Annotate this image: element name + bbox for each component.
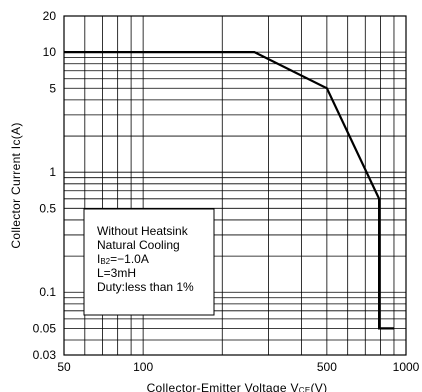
condition-inductance: L=3mH (97, 266, 136, 280)
y-tick-label: 20 (43, 9, 57, 23)
condition-cooling: Natural Cooling (97, 238, 180, 252)
x-tick-label: 1000 (393, 360, 420, 374)
y-tick-label: 5 (49, 81, 56, 95)
x-axis-label-subscript: CE (299, 386, 311, 392)
x-axis-label-unit: (V) (310, 381, 327, 392)
x-tick-label: 50 (57, 360, 71, 374)
condition-base-current: IB2=−1.0A (97, 252, 149, 266)
x-axis-label-text: Collector-Emitter Voltage V (147, 381, 299, 392)
y-tick-label: 0.1 (39, 285, 56, 299)
x-tick-label: 500 (317, 360, 337, 374)
y-tick-label: 0.05 (33, 321, 57, 335)
y-tick-label: 10 (43, 45, 57, 59)
y-tick-label: 0.5 (39, 201, 56, 215)
condition-base-current-prefix: I (97, 252, 100, 266)
plot-frame (63, 15, 407, 356)
grid (64, 16, 406, 355)
condition-base-current-value: =−1.0A (110, 252, 149, 266)
condition-duty: Duty:less than 1% (97, 280, 194, 294)
conditions-box-frame (83, 208, 215, 316)
y-tick-label: 1 (49, 165, 56, 179)
x-tick-label: 100 (133, 360, 153, 374)
conditions-box: Without Heatsink Natural Cooling IB2=−1.… (83, 208, 215, 316)
condition-heatsink: Without Heatsink (97, 224, 189, 238)
y-axis-label: Collector Current Ic(A) (9, 122, 23, 248)
y-tick-label: 0.03 (33, 348, 57, 362)
safe-operating-area-curve (64, 51, 394, 330)
condition-base-current-subscript: B2 (100, 257, 110, 266)
tick-labels: 50 100 500 1000 0.03 0.05 0.1 0.5 1 5 10 20 (33, 9, 420, 374)
x-axis-label: Collector-Emitter Voltage VCE(V) (147, 381, 328, 392)
